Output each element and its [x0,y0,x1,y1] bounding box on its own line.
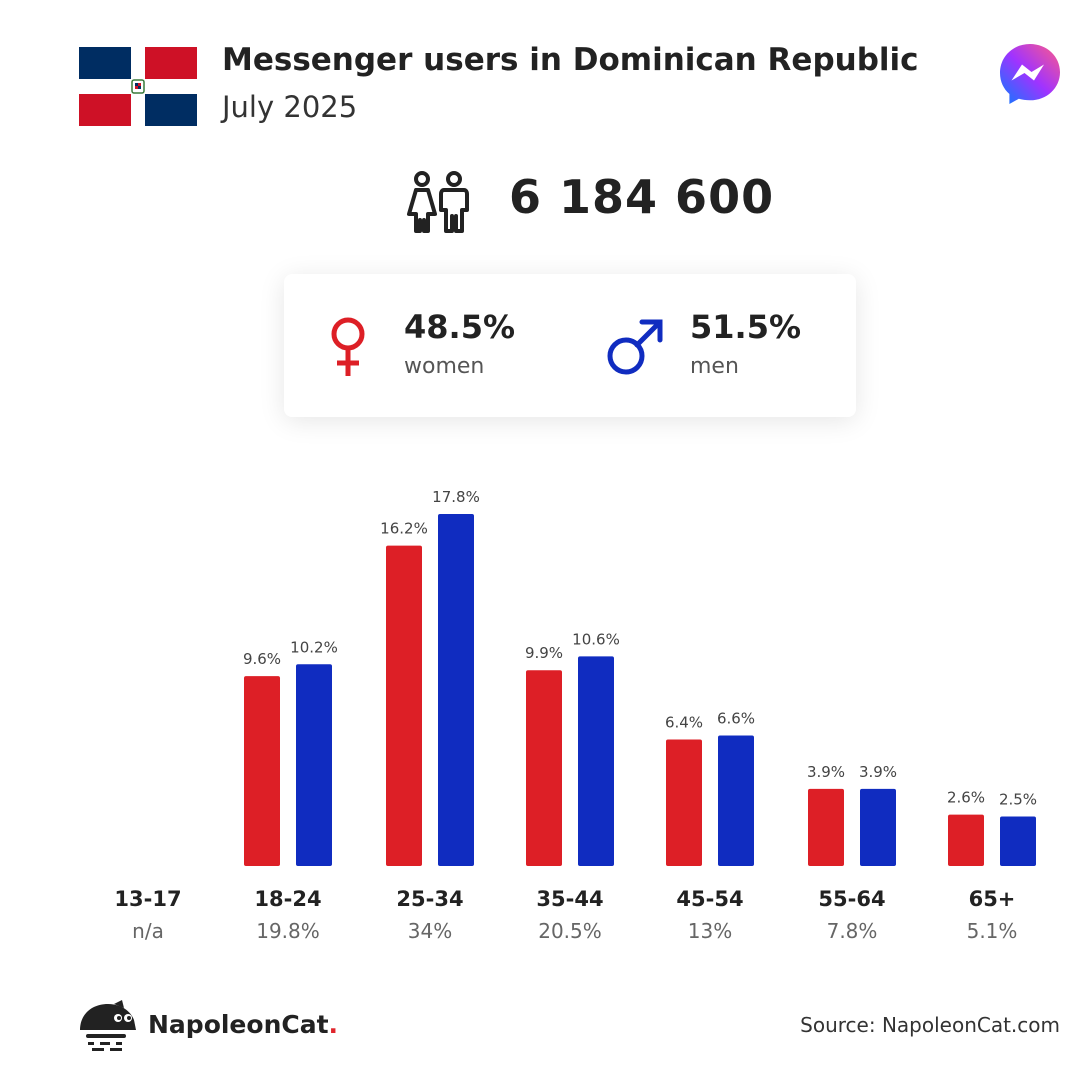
gender-split-card [284,274,856,417]
total-users: 6 184 600 [509,170,775,224]
messenger-logo-icon [1000,44,1060,104]
age-group-label: 13-17 [114,887,181,911]
bar-women [948,814,984,866]
age-group-label: 65+ [969,887,1016,911]
bar-value-label: 3.9% [859,763,897,781]
age-group-label: 45-54 [676,887,743,911]
age-group-total: 13% [688,919,732,943]
age-group-total: 5.1% [967,919,1018,943]
bar-value-label: 6.4% [665,713,703,731]
male-symbol-icon [607,319,663,375]
page-title: Messenger users in Dominican Republic [222,42,919,78]
age-group-total: 19.8% [256,919,320,943]
dominican-flag-icon [79,47,197,126]
bar-men [296,664,332,866]
napoleoncat-logo-icon [80,1000,136,1051]
age-group-label: 55-64 [818,887,885,911]
men-percentage: 51.5% [690,308,802,346]
bar-men [1000,816,1036,866]
female-symbol-icon [331,317,365,376]
brand-name: NapoleonCat. [148,1010,339,1039]
age-group-label: 35-44 [536,887,603,911]
bar-value-label: 16.2% [380,520,428,538]
bar-value-label: 9.6% [243,650,281,668]
age-group-total: 7.8% [827,919,878,943]
women-percentage: 48.5% [404,308,516,346]
age-group-bar-chart: 13-17 n/a 9.6% 10.2% 18-24 19.8% 16.2%17.8% 25-… [114,488,1037,943]
bar-value-label: 6.6% [717,709,755,727]
people-icon [407,171,469,233]
men-label: men [690,354,739,379]
bar-men [860,788,896,866]
bar-value-label: 3.9% [807,763,845,781]
bar-women [244,676,280,866]
bar-women [386,545,422,866]
women-label: women [404,354,485,379]
age-group-label: 25-34 [396,887,463,911]
bar-value-label: 2.5% [999,791,1037,809]
bar-value-label: 10.6% [572,630,620,648]
page-subtitle: July 2025 [222,90,358,124]
bar-men [438,514,474,866]
age-group-total: n/a [132,919,164,943]
bar-women [526,670,562,866]
bar-women [808,788,844,866]
bar-value-label: 10.2% [290,638,338,656]
bar-men [578,656,614,866]
bar-value-label: 9.9% [525,644,563,662]
bar-men [718,735,754,866]
age-group-label: 18-24 [254,887,321,911]
bar-value-label: 17.8% [432,488,480,506]
age-group-total: 34% [408,919,452,943]
age-group-total: 20.5% [538,919,602,943]
source-credit: Source: NapoleonCat.com [800,1013,1060,1037]
bar-women [666,739,702,866]
bar-value-label: 2.6% [947,789,985,807]
